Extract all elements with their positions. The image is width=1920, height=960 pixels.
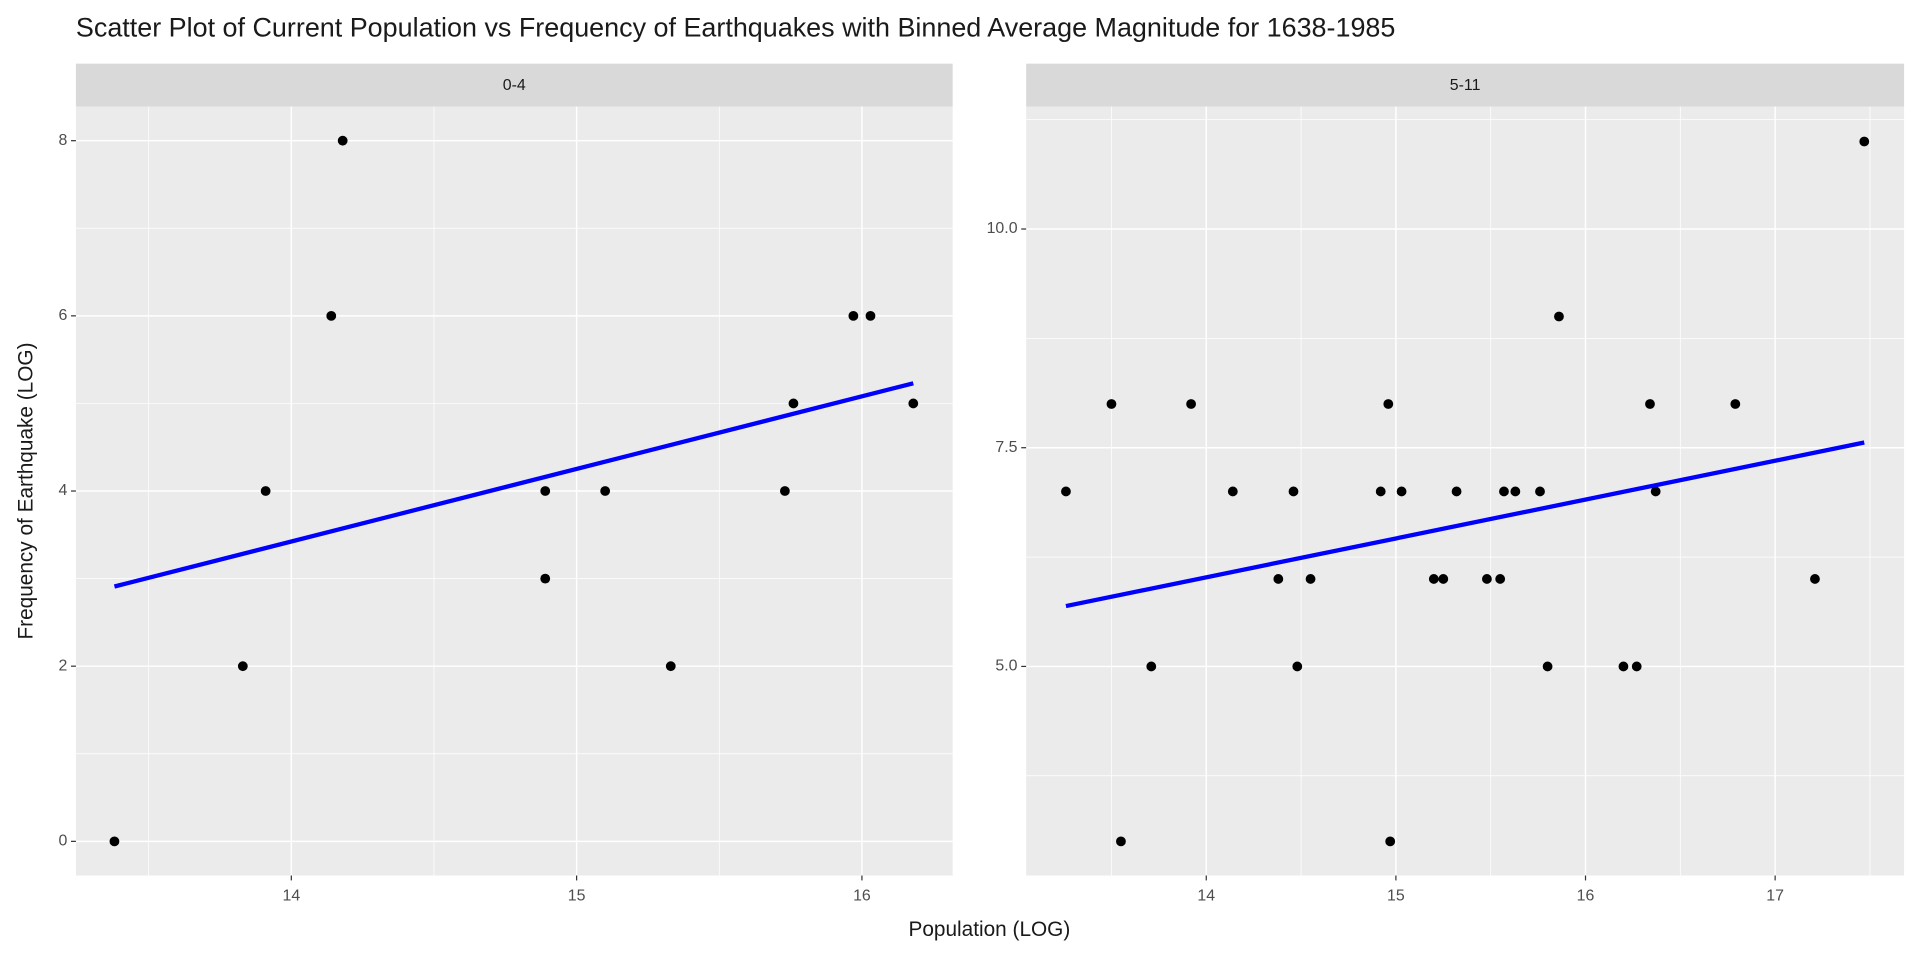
point [540,486,551,496]
y-tick-label: 4 [58,482,67,499]
point [1305,574,1316,584]
facet-label: 0-4 [503,77,526,94]
x-tick-label: 16 [1577,888,1595,905]
point [1650,486,1661,497]
point [600,486,611,496]
point [1645,399,1655,409]
point [1510,486,1521,497]
point [1554,311,1564,322]
point [1106,399,1117,409]
y-tick-label: 8 [58,132,67,149]
point [1618,661,1629,672]
point [1146,661,1157,672]
point [1438,574,1449,584]
point [908,398,919,409]
trend-line [113,381,914,589]
chart-title: Scatter Plot of Current Population vs Fr… [76,12,1395,42]
point [1810,574,1820,584]
point [1227,486,1238,497]
point [1859,136,1870,147]
y-tick-label: 6 [58,307,67,324]
point [260,486,271,496]
point [1451,486,1462,497]
x-tick-label: 17 [1766,888,1784,905]
point [540,573,551,584]
point [1288,486,1299,497]
y-tick-label: 10.0 [987,220,1018,237]
point [237,661,248,672]
point [848,310,859,321]
point [1292,661,1303,672]
x-tick-label: 14 [1197,888,1215,905]
point [1428,574,1439,584]
panel [1026,106,1905,876]
point [1383,399,1394,409]
point [779,486,790,496]
point [1385,836,1396,847]
x-tick-label: 16 [853,888,871,905]
y-tick-label: 7.5 [995,439,1017,456]
point [665,661,676,672]
point [1375,486,1386,497]
x-tick-label: 15 [1387,888,1405,905]
point [1542,661,1553,672]
strip [75,63,953,107]
point [1499,486,1509,497]
point [865,310,876,321]
y-tick-label: 0 [58,833,67,850]
point [1535,486,1545,497]
facet-label: 5-11 [1450,77,1481,94]
point [788,398,799,409]
point [1730,399,1741,409]
y-tick-label: 5.0 [995,658,1017,675]
point [337,135,348,146]
point [1273,574,1284,584]
point [1482,574,1492,584]
point [1186,399,1196,409]
point [1116,836,1126,847]
x-tick-label: 15 [568,888,586,905]
point [1061,486,1071,497]
point [1495,574,1506,584]
point [326,310,337,321]
x-tick-label: 14 [282,888,300,905]
trend-line [1065,440,1865,609]
point [109,836,120,847]
strip [1026,63,1905,107]
y-tick-label: 2 [58,657,67,674]
y-axis-label: Frequency of Earthquake (LOG) [14,342,37,639]
point [1396,486,1407,497]
x-axis-label: Population (LOG) [908,918,1070,941]
point [1631,661,1642,672]
